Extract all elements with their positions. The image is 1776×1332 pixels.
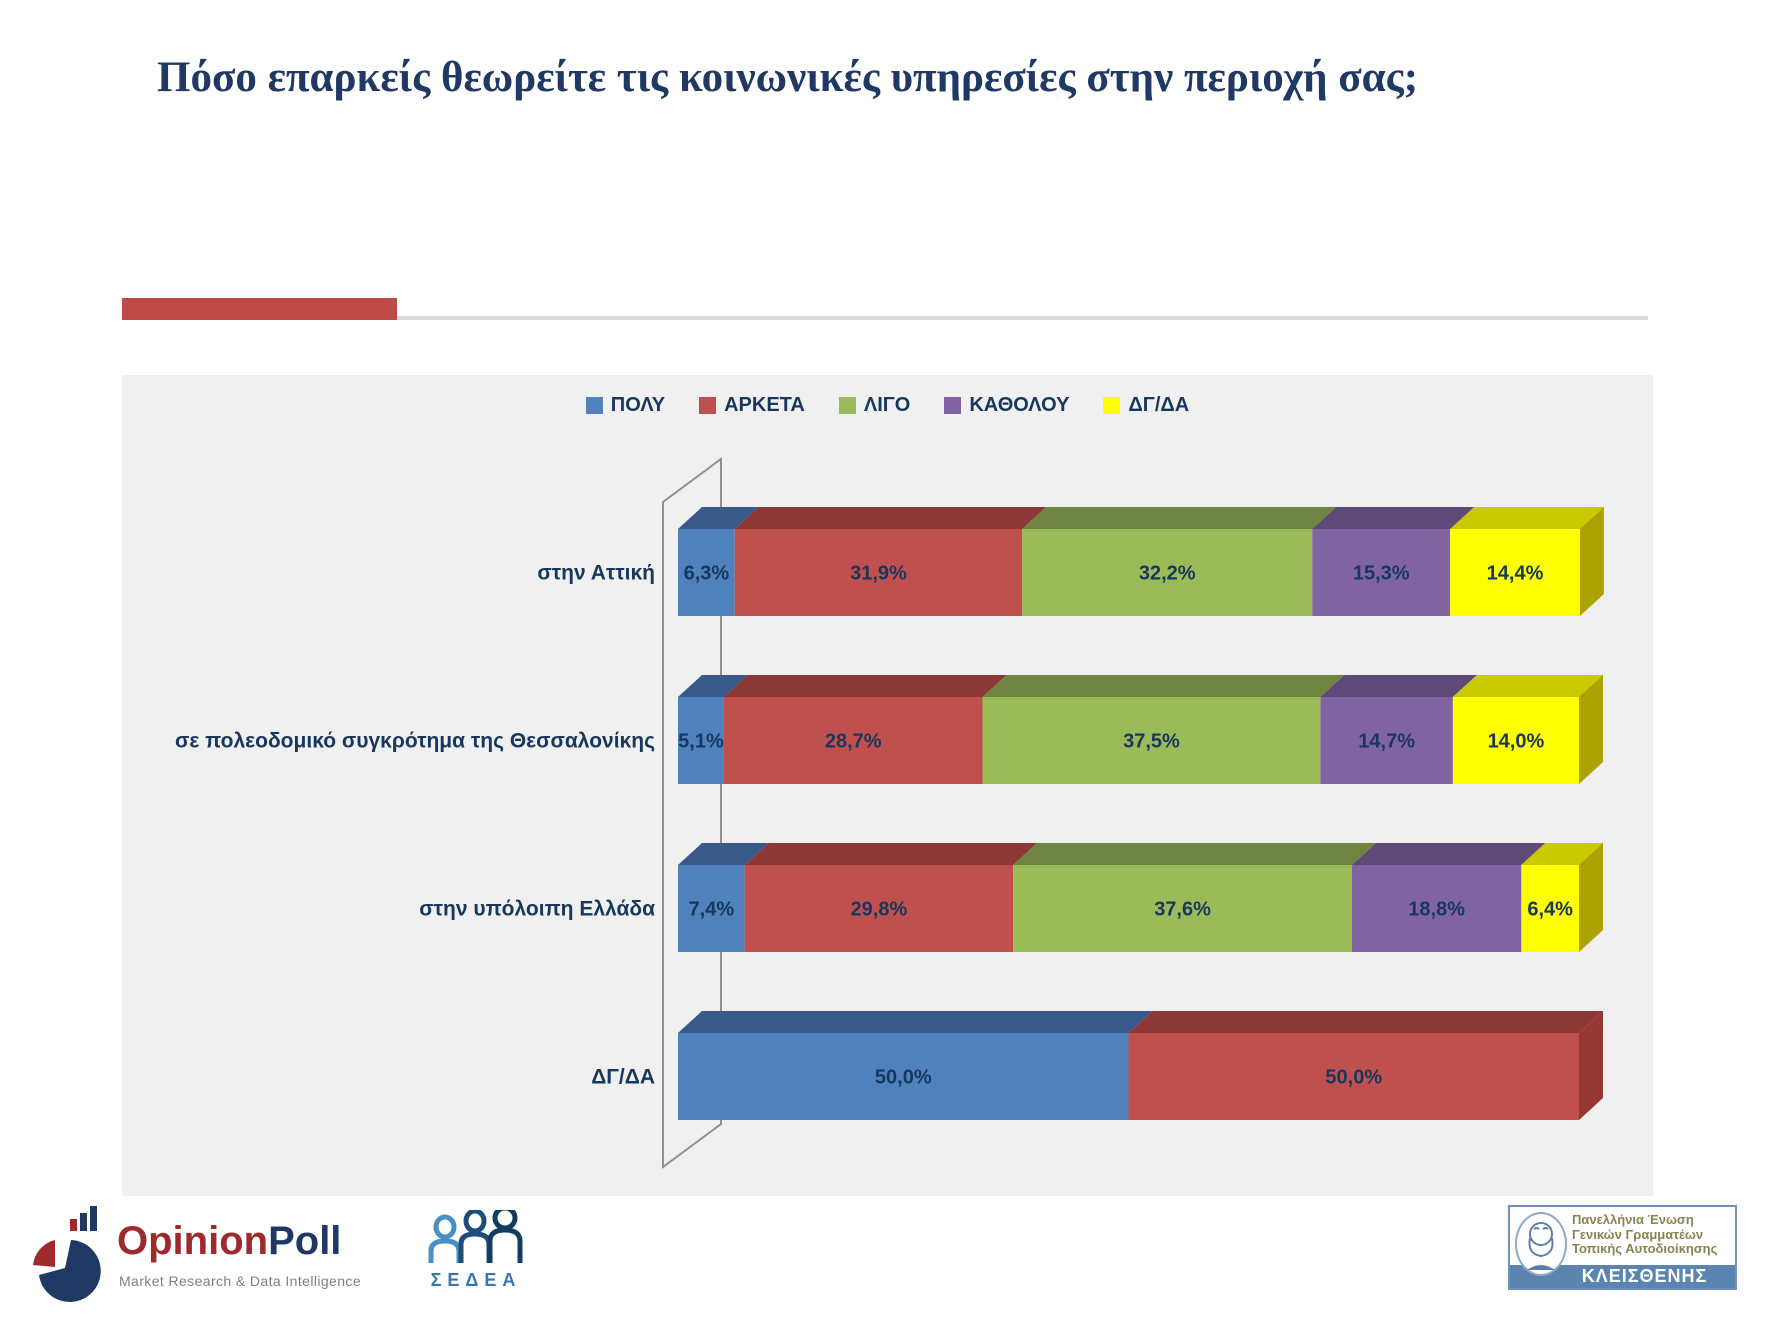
bar-segment (1013, 865, 1352, 952)
bar-segment (678, 697, 724, 784)
legend-item-katholou: ΚΑΘΟΛΟΥ (944, 394, 1069, 417)
bar-segment-top (744, 843, 1038, 865)
legend-swatch-icon (838, 397, 856, 414)
value-label: 18,8% (1408, 899, 1465, 921)
chart-legend: ΠΟΛΥ ΑΡΚΕΤΑ ΛΙΓΟ ΚΑΘΟΛΟΥ ΔΓ/ΔΑ (122, 394, 1653, 417)
chart-back-wall (662, 457, 722, 1169)
legend-label: ΚΑΘΟΛΟΥ (969, 394, 1070, 416)
bust-portrait-icon (1515, 1212, 1567, 1276)
bar-segment (1312, 529, 1451, 616)
bar-segment (1452, 697, 1579, 784)
bar-segment (1521, 865, 1579, 952)
value-label: 6,4% (1527, 899, 1573, 921)
kleisthenis-name-band: ΚΛΕΙΣΘΕΝΗΣ (1510, 1265, 1735, 1288)
opinionpoll-word-poll: Poll (268, 1219, 342, 1263)
legend-swatch-icon (944, 397, 962, 414)
value-label: 37,6% (1154, 899, 1211, 921)
pie-bar-chart-icon (33, 1206, 101, 1302)
bar-segment (1022, 529, 1313, 616)
value-label: 6,3% (684, 563, 730, 585)
bar-segment-top (1450, 507, 1604, 529)
value-label: 14,4% (1487, 563, 1544, 585)
legend-swatch-icon (699, 397, 717, 414)
bar-segment (982, 697, 1321, 784)
bar-segment (1128, 1033, 1579, 1120)
bar-segment-top (1013, 843, 1376, 865)
value-label: 29,8% (851, 899, 908, 921)
bar-segment-top (1351, 843, 1546, 865)
bar-segment-top (678, 843, 769, 865)
legend-label: ΠΟΛΥ (610, 394, 666, 416)
value-label: 32,2% (1139, 563, 1196, 585)
divider-line (122, 316, 1648, 320)
sedea-logo: ΣΕΔΕΑ (416, 1205, 536, 1290)
bar-segment-side (1579, 843, 1603, 952)
value-label: 5,1% (678, 731, 724, 753)
value-label: 14,7% (1358, 731, 1415, 753)
value-label: 15,3% (1353, 563, 1410, 585)
bar-segment (678, 865, 745, 952)
opinionpoll-wordmark: OpinionPoll (117, 1219, 341, 1264)
bar-segment (1320, 697, 1453, 784)
legend-item-poly: ΠΟΛΥ (585, 394, 666, 417)
bar-segment-top (982, 675, 1345, 697)
category-label: σε πολεοδομικό συγκρότημα της Θεσσαλονίκ… (175, 730, 655, 753)
bar-segment (744, 865, 1014, 952)
opinionpoll-tagline: Market Research & Data Intelligence (119, 1273, 361, 1289)
value-label: 37,5% (1123, 731, 1180, 753)
legend-item-ligo: ΛΙΓΟ (838, 394, 911, 417)
bar-segment (1351, 865, 1522, 952)
bar-segment-side (1579, 507, 1604, 616)
value-label: 50,0% (875, 1067, 932, 1089)
bar-segment-side (1579, 675, 1603, 784)
bar-segment (1450, 529, 1580, 616)
opinionpoll-logo: OpinionPoll Market Research & Data Intel… (33, 1203, 373, 1315)
bar-segment (678, 1033, 1129, 1120)
value-label: 28,7% (825, 731, 882, 753)
legend-label: ΑΡΚΕΤΑ (724, 394, 805, 416)
category-label: ΔΓ/ΔΑ (591, 1066, 655, 1089)
bar-segment-top (1320, 675, 1477, 697)
accent-bar (122, 298, 397, 320)
kleisthenis-line2: Γενικών Γραμματέων (1572, 1226, 1704, 1242)
bar-segment (678, 529, 735, 616)
kleisthenis-line1: Πανελλήνια Ένωση (1572, 1212, 1694, 1227)
opinionpoll-word-opinion: Opinion (117, 1219, 269, 1263)
bar-segment-top (678, 1011, 1153, 1033)
legend-swatch-icon (1103, 397, 1121, 414)
value-label: 7,4% (689, 899, 735, 921)
legend-item-dgda: ΔΓ/ΔΑ (1103, 394, 1189, 417)
bar-segment-side (1579, 1011, 1603, 1120)
bar-segment (734, 529, 1023, 616)
bar-segment-top (1521, 843, 1603, 865)
kleisthenis-logo: Πανελλήνια Ένωση Γενικών Γραμματέων Τοπι… (1508, 1205, 1737, 1290)
bar-segment-top (734, 507, 1047, 529)
category-label: στην Αττική (537, 562, 655, 585)
legend-item-arketa: ΑΡΚΕΤΑ (699, 394, 805, 417)
legend-swatch-icon (585, 397, 603, 414)
value-label: 14,0% (1488, 731, 1545, 753)
bar-segment-top (678, 675, 748, 697)
bar-segment-top (1452, 675, 1603, 697)
bar-segment (723, 697, 983, 784)
bar-segment-top (678, 507, 759, 529)
legend-label: ΔΓ/ΔΑ (1128, 394, 1190, 416)
bar-segment-top (1128, 1011, 1603, 1033)
bar-segment-top (1312, 507, 1475, 529)
category-label: στην υπόλοιπη Ελλάδα (419, 898, 655, 921)
kleisthenis-line3: Τοπικής Αυτοδιοίκησης (1572, 1241, 1718, 1257)
value-label: 50,0% (1325, 1067, 1382, 1089)
bar-segment-top (723, 675, 1007, 697)
people-icon (428, 1205, 523, 1263)
legend-label: ΛΙΓΟ (863, 394, 911, 416)
kleisthenis-association-text: Πανελλήνια Ένωση Γενικών Γραμματέων Τοπι… (1572, 1212, 1734, 1257)
page-title: Πόσο επαρκείς θεωρείτε τις κοινωνικές υπ… (157, 54, 1419, 101)
sedea-label: ΣΕΔΕΑ (430, 1270, 522, 1290)
bar-segment-top (1022, 507, 1337, 529)
value-label: 31,9% (850, 563, 907, 585)
